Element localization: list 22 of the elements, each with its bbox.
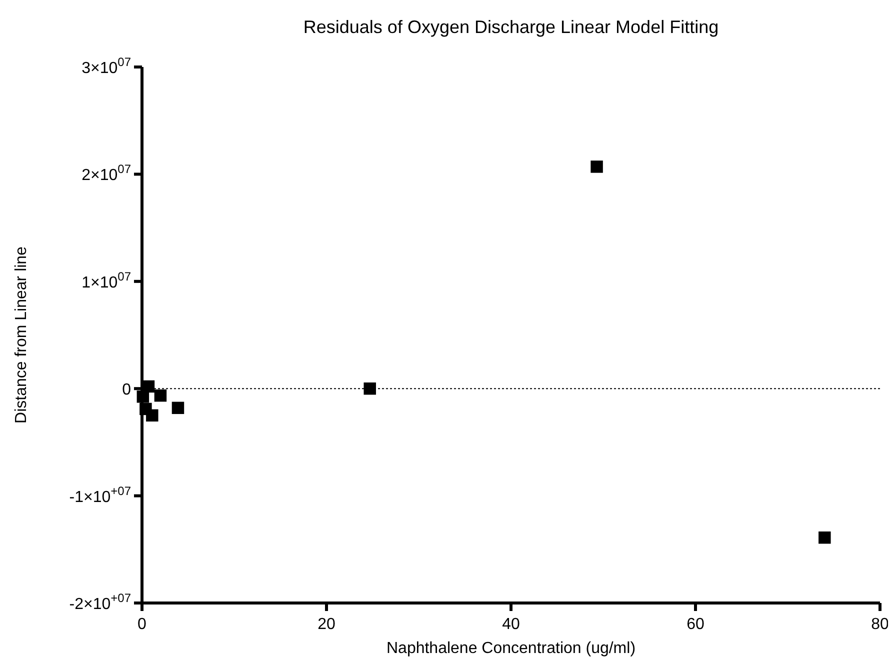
y-tick-label: 1×10$^{07}$ xyxy=(82,269,132,292)
point xyxy=(818,531,831,544)
point xyxy=(136,390,150,403)
point xyxy=(146,409,158,422)
point xyxy=(142,380,155,393)
x-tick-label: 0 xyxy=(138,616,147,633)
x-tick-label: 60 xyxy=(686,616,704,633)
x-tick-label: 20 xyxy=(318,616,336,633)
x-tick-label: 40 xyxy=(502,616,520,633)
y-tick-label: 0 xyxy=(122,382,132,399)
chart-title: Residuals of Oxygen Discharge Linear Model Fitting xyxy=(303,17,719,37)
y-tick-label: -2×10$^{+07}$ xyxy=(69,591,132,613)
point xyxy=(364,382,376,395)
point xyxy=(590,160,603,173)
point xyxy=(172,402,184,414)
y-tick-label: 2×10$^{07}$ xyxy=(82,162,132,184)
y-tick-label: 3×10$^{07}$ xyxy=(82,55,132,77)
y-axis-title: Distance from Linear line xyxy=(13,246,30,424)
y-tick-label: -1×10$^{+07}$ xyxy=(69,484,132,506)
x-tick-label: 80 xyxy=(871,616,889,633)
point xyxy=(154,389,167,402)
x-axis-title: Naphthalene Concentration (ug/ml) xyxy=(386,640,636,657)
